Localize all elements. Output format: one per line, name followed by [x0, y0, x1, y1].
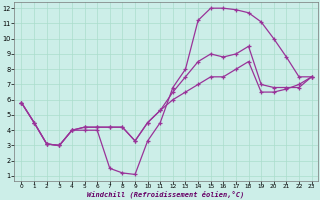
X-axis label: Windchill (Refroidissement éolien,°C): Windchill (Refroidissement éolien,°C) — [87, 190, 244, 198]
